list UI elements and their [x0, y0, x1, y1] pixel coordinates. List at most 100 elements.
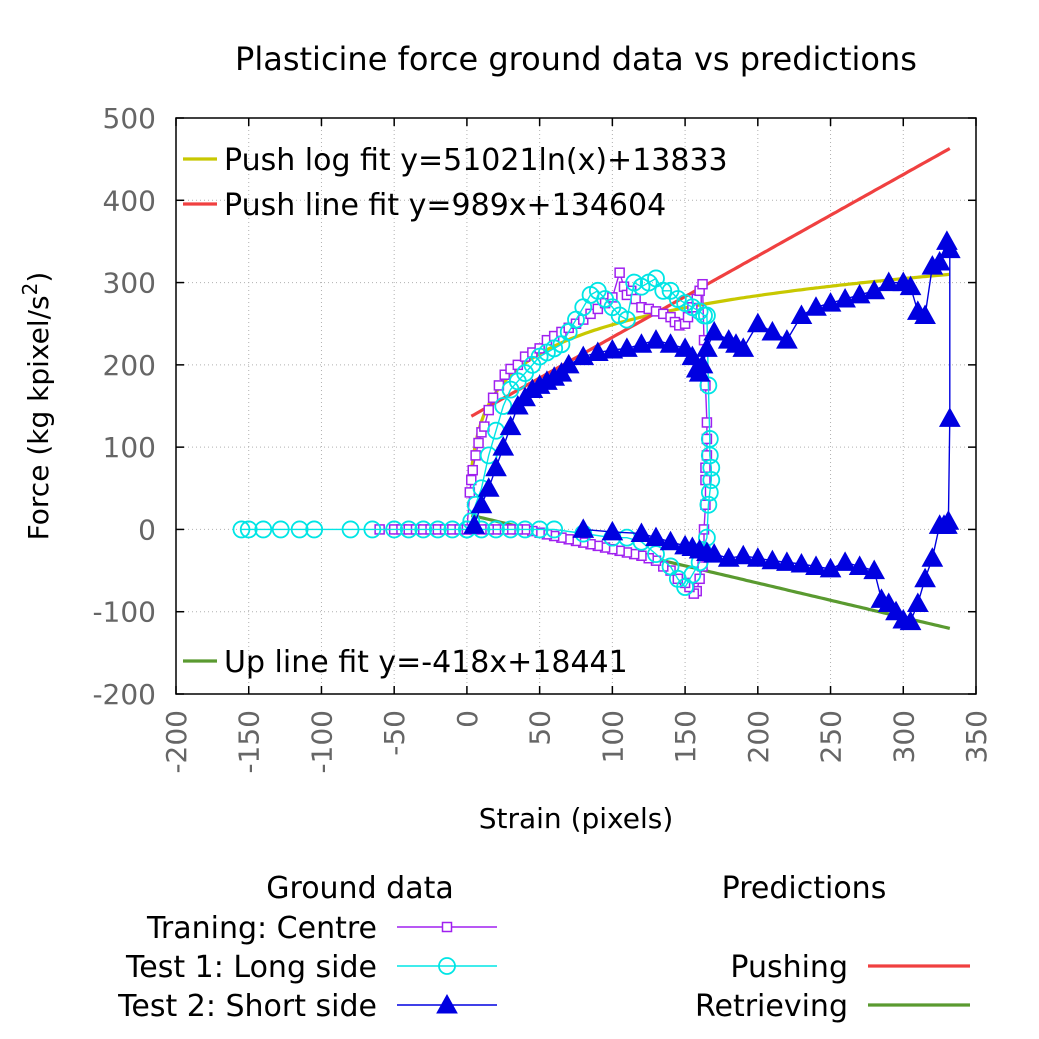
series-short: [463, 230, 961, 631]
data-point-long: [239, 520, 258, 539]
legend-label-short: Test 2: Short side: [117, 989, 377, 1024]
data-point-short: [470, 493, 493, 514]
data-point-short: [746, 312, 769, 333]
data-point-short: [899, 275, 922, 296]
data-point-long: [305, 520, 324, 539]
y-tick-label: -100: [92, 596, 156, 629]
data-point-short: [870, 588, 893, 608]
data-point-long: [414, 520, 433, 539]
bottom-legend: Ground data Predictions Traning: CentreT…: [117, 871, 970, 1024]
y-tick-label: 500: [103, 102, 156, 135]
data-point-long: [399, 520, 418, 539]
x-tick-label: -100: [305, 710, 338, 774]
data-point-long: [254, 520, 273, 539]
data-point-long: [661, 557, 680, 576]
chart-title: Plasticine force ground data vs predicti…: [235, 40, 917, 78]
data-point-short: [463, 514, 486, 534]
data-point-long: [487, 520, 505, 539]
data-point-long: [501, 520, 520, 539]
data-point-short: [485, 456, 507, 477]
y-tick-label: -200: [92, 678, 156, 711]
data-point-short: [761, 320, 784, 341]
data-point-centre: [483, 404, 494, 416]
data-point-long: [702, 458, 721, 477]
data-point-long: [700, 446, 719, 465]
legend-label-push_log: Push log fit y=51021ln(x)+13833: [224, 143, 728, 178]
y-tick-label: 300: [103, 267, 156, 300]
data-point-long: [699, 495, 718, 514]
y-axis-label-sup: 2: [18, 283, 42, 296]
data-point-long: [290, 520, 309, 539]
legend-entry-pred-push_line: Pushing: [730, 950, 970, 985]
data-series: [232, 230, 961, 631]
legend-label-long: Test 1: Long side: [125, 950, 377, 985]
plot-frame: [175, 117, 977, 695]
data-point-short: [834, 551, 856, 571]
data-point-centre: [701, 417, 713, 428]
x-tick-label: 300: [887, 710, 920, 763]
data-point-centre: [499, 369, 510, 380]
data-point-centre: [466, 474, 477, 486]
data-point-long: [699, 376, 718, 395]
data-point-centre: [592, 303, 604, 315]
data-point-centre: [697, 278, 708, 290]
data-point-long: [341, 520, 360, 539]
data-point-short: [938, 407, 961, 427]
legend-label-up_line: Up line fit y=-418x+18441: [224, 645, 628, 680]
data-point-centre: [487, 392, 499, 404]
x-tick-label: 0: [451, 710, 484, 728]
data-point-short: [805, 555, 827, 575]
data-point-short: [492, 436, 515, 456]
data-point-short: [703, 320, 726, 341]
data-point-short: [630, 522, 653, 543]
data-point-short: [601, 520, 624, 541]
data-point-long: [698, 306, 716, 325]
y-tick-labels: 500 400 300 200 100 0 -100 -200: [92, 102, 156, 711]
data-point-long: [530, 520, 549, 539]
x-tick-label: -200: [160, 710, 193, 774]
legend-entry-push_log: Push log fit y=51021ln(x)+13833: [183, 143, 728, 178]
data-point-centre: [614, 267, 625, 278]
data-point-long: [654, 281, 673, 300]
data-point-short: [477, 477, 500, 497]
data-point-short: [921, 547, 944, 567]
data-point-short: [914, 304, 936, 324]
data-point-short: [928, 250, 951, 271]
x-tick-label: 150: [669, 710, 702, 763]
bottom-legend-entries: Traning: Centre Test 1: Long side Test 2: …: [117, 911, 970, 1024]
data-point-short: [790, 552, 813, 573]
y-tick-label: 100: [103, 431, 156, 464]
legend-label-push_line: Push line fit y=989x+134604: [224, 188, 666, 223]
inplot-legend: Push log fit y=51021ln(x)+13833 Push line…: [183, 143, 728, 680]
legend-entry-centre: Traning: Centre: [146, 911, 497, 946]
legend-label-pred-push_line: Pushing: [730, 950, 848, 985]
data-point-short: [691, 353, 714, 374]
data-point-short: [746, 547, 769, 567]
data-point-long: [494, 397, 513, 415]
x-tick-label: 350: [960, 710, 993, 763]
x-tick-label: 100: [596, 710, 629, 763]
data-point-centre: [700, 462, 711, 473]
data-point-short: [877, 271, 900, 292]
data-point-short: [732, 544, 755, 565]
data-point-centre: [700, 474, 711, 486]
x-tick-label: -150: [233, 710, 266, 774]
x-tick-label: 50: [524, 710, 557, 746]
data-point-long: [271, 520, 290, 539]
y-tick-label: 0: [138, 513, 156, 546]
data-point-long: [363, 520, 382, 539]
data-point-short: [732, 337, 755, 357]
data-point-centre: [473, 437, 484, 449]
data-point-centre: [467, 464, 478, 476]
fit-line-push_line: [470, 147, 951, 418]
fit-line-push_log: [470, 272, 950, 466]
data-point-long: [443, 520, 462, 539]
data-point-centre: [682, 311, 694, 323]
legend-entry-up_line: Up line fit y=-418x+18441: [183, 645, 628, 680]
y-tick-label: 400: [103, 184, 156, 217]
y-axis-label-tail: ): [22, 272, 55, 283]
data-point-short: [776, 329, 798, 349]
y-axis-label-main: Force (kg kpixel/s: [22, 295, 55, 540]
data-point-short: [938, 238, 961, 259]
